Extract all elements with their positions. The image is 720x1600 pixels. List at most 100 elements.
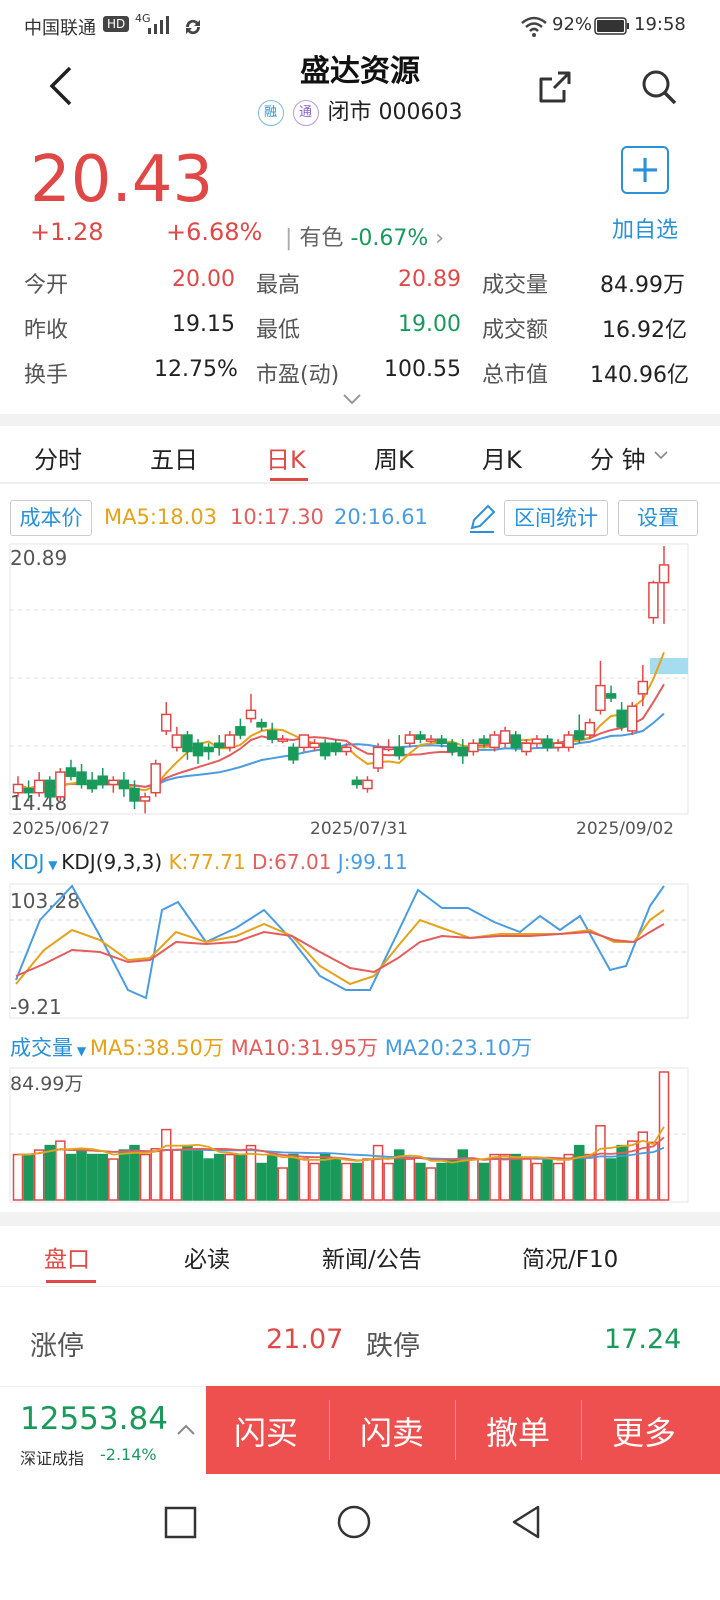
back-nav-icon[interactable] bbox=[510, 1504, 542, 1540]
volume-bar bbox=[404, 1158, 416, 1201]
low-label: 最低 bbox=[256, 318, 301, 343]
tab-f10[interactable]: 简况/F10 bbox=[522, 1247, 619, 1273]
stock-name: 盛达资源 bbox=[300, 54, 420, 89]
kdj-d-value: D:67.01 bbox=[252, 850, 332, 874]
volume-bar bbox=[436, 1162, 447, 1201]
volume-bar bbox=[76, 1149, 87, 1201]
volume-label: 成交量 bbox=[482, 273, 549, 298]
back-icon[interactable] bbox=[44, 64, 76, 108]
tab-five-day[interactable]: 五日 bbox=[150, 446, 198, 474]
tab-intraday[interactable]: 分时 bbox=[34, 446, 82, 474]
candle-body bbox=[76, 771, 87, 786]
home-icon[interactable] bbox=[336, 1504, 372, 1540]
volume-bar bbox=[277, 1167, 289, 1201]
candle-body bbox=[415, 734, 426, 740]
kdj-chart[interactable]: 103.28 -9.21 bbox=[0, 880, 720, 1020]
limit-up-value: 21.07 bbox=[266, 1324, 344, 1355]
settings-button[interactable]: 设置 bbox=[618, 500, 698, 536]
volume-bar bbox=[288, 1153, 299, 1201]
index-ticker[interactable]: 12553.84 深证成指 -2.14% bbox=[0, 1386, 206, 1474]
search-icon[interactable] bbox=[640, 68, 678, 106]
volume-bar bbox=[139, 1153, 151, 1201]
volume-bar bbox=[341, 1162, 352, 1201]
action-bar: 闪买 闪卖 撤单 更多 bbox=[206, 1386, 720, 1474]
volume-bar bbox=[235, 1153, 246, 1201]
cancel-order-button[interactable]: 撤单 bbox=[486, 1414, 551, 1452]
volume-bar bbox=[192, 1149, 204, 1201]
share-icon[interactable] bbox=[536, 68, 574, 106]
draw-pencil-icon[interactable] bbox=[466, 502, 498, 534]
tab-daily-k[interactable]: 日K bbox=[266, 446, 306, 474]
range-stat-button[interactable]: 区间统计 bbox=[504, 500, 608, 536]
candle-body bbox=[65, 767, 77, 777]
candle-body bbox=[341, 746, 352, 753]
kdj-indicator-selector[interactable]: KDJ bbox=[10, 850, 45, 874]
candle-body bbox=[626, 705, 638, 732]
tab-news[interactable]: 新闻/公告 bbox=[322, 1247, 422, 1273]
chevron-down-icon bbox=[654, 451, 668, 460]
volume-bar bbox=[605, 1158, 617, 1201]
volume-bar bbox=[563, 1153, 574, 1201]
candle-body bbox=[457, 746, 469, 757]
candlestick-chart[interactable]: 20.89 14.48 2025/06/27 2025/07/31 2025/0… bbox=[0, 540, 720, 840]
price-change-percent: +6.68% bbox=[166, 218, 263, 246]
volume-bar bbox=[65, 1153, 77, 1201]
low-value: 19.00 bbox=[398, 312, 461, 337]
candle-body bbox=[383, 746, 394, 751]
expand-chevron-icon[interactable] bbox=[342, 392, 362, 406]
prev-close-value: 19.15 bbox=[172, 312, 235, 337]
candle-body bbox=[171, 734, 183, 749]
divider bbox=[455, 1400, 456, 1460]
recent-apps-icon[interactable] bbox=[164, 1506, 198, 1540]
candle-body bbox=[616, 709, 627, 728]
volume-indicator-selector[interactable]: 成交量 bbox=[10, 1036, 73, 1060]
candle-body bbox=[139, 796, 151, 802]
tab-minute[interactable]: 分 钟 bbox=[590, 446, 646, 474]
tab-monthly-k[interactable]: 月K bbox=[482, 446, 522, 474]
network-type: 4G bbox=[135, 12, 151, 25]
candle-body bbox=[182, 734, 193, 753]
turnover-value: 12.75% bbox=[154, 357, 238, 382]
candle-body bbox=[436, 738, 447, 745]
candle-body bbox=[372, 746, 384, 769]
carrier: 中国联通 bbox=[24, 18, 96, 39]
candle-body bbox=[595, 684, 606, 712]
candle-body bbox=[605, 693, 617, 699]
amount-value: 16.92亿 bbox=[602, 318, 687, 343]
volume-bar bbox=[383, 1162, 394, 1201]
pe-label: 市盈(动) bbox=[256, 363, 340, 388]
volume-bar bbox=[552, 1162, 564, 1201]
volume-chart[interactable]: 84.99万 bbox=[0, 1064, 720, 1204]
quick-sell-button[interactable]: 闪卖 bbox=[360, 1414, 425, 1452]
stock-subtitle: 融 通 闭市 000603 bbox=[0, 94, 720, 126]
open-label: 今开 bbox=[24, 273, 69, 298]
tab-order-book[interactable]: 盘口 bbox=[44, 1247, 90, 1273]
tab-weekly-k[interactable]: 周K bbox=[374, 446, 414, 474]
volume-legend: 成交量 ▼ MA5:38.50万 MA10:31.95万 MA20:23.10万 bbox=[10, 1032, 532, 1062]
kdj-j-line bbox=[15, 884, 665, 1000]
sector-name: 有色 bbox=[299, 226, 344, 251]
candle-body bbox=[563, 734, 574, 749]
system-nav-bar bbox=[0, 1474, 720, 1600]
candle-body bbox=[161, 713, 172, 732]
candle-body bbox=[118, 779, 130, 790]
volume-bar bbox=[658, 1071, 670, 1201]
sector-link[interactable]: | 有色 -0.67% › bbox=[285, 226, 445, 251]
add-watchlist-label[interactable]: 加自选 bbox=[612, 218, 679, 243]
connect-badge: 通 bbox=[292, 100, 319, 126]
cost-price-button[interactable]: 成本价 bbox=[10, 500, 92, 536]
add-watchlist-button[interactable]: + bbox=[621, 146, 669, 194]
tab-must-read[interactable]: 必读 bbox=[184, 1247, 230, 1273]
volume-bar bbox=[108, 1158, 119, 1201]
quick-buy-button[interactable]: 闪买 bbox=[234, 1414, 299, 1452]
volume-bar bbox=[393, 1149, 405, 1201]
clock: 19:58 bbox=[634, 14, 686, 35]
more-button[interactable]: 更多 bbox=[612, 1414, 677, 1452]
volume-bar bbox=[213, 1153, 225, 1201]
candle-body bbox=[108, 779, 119, 786]
kdj-k-line bbox=[15, 909, 665, 986]
divider bbox=[581, 1400, 582, 1460]
volume-ma5-line bbox=[18, 1126, 665, 1164]
period-tabs: 分时 五日 日K 周K 月K 分 钟 bbox=[0, 432, 720, 482]
kdj-k-value: K:77.71 bbox=[168, 850, 246, 874]
